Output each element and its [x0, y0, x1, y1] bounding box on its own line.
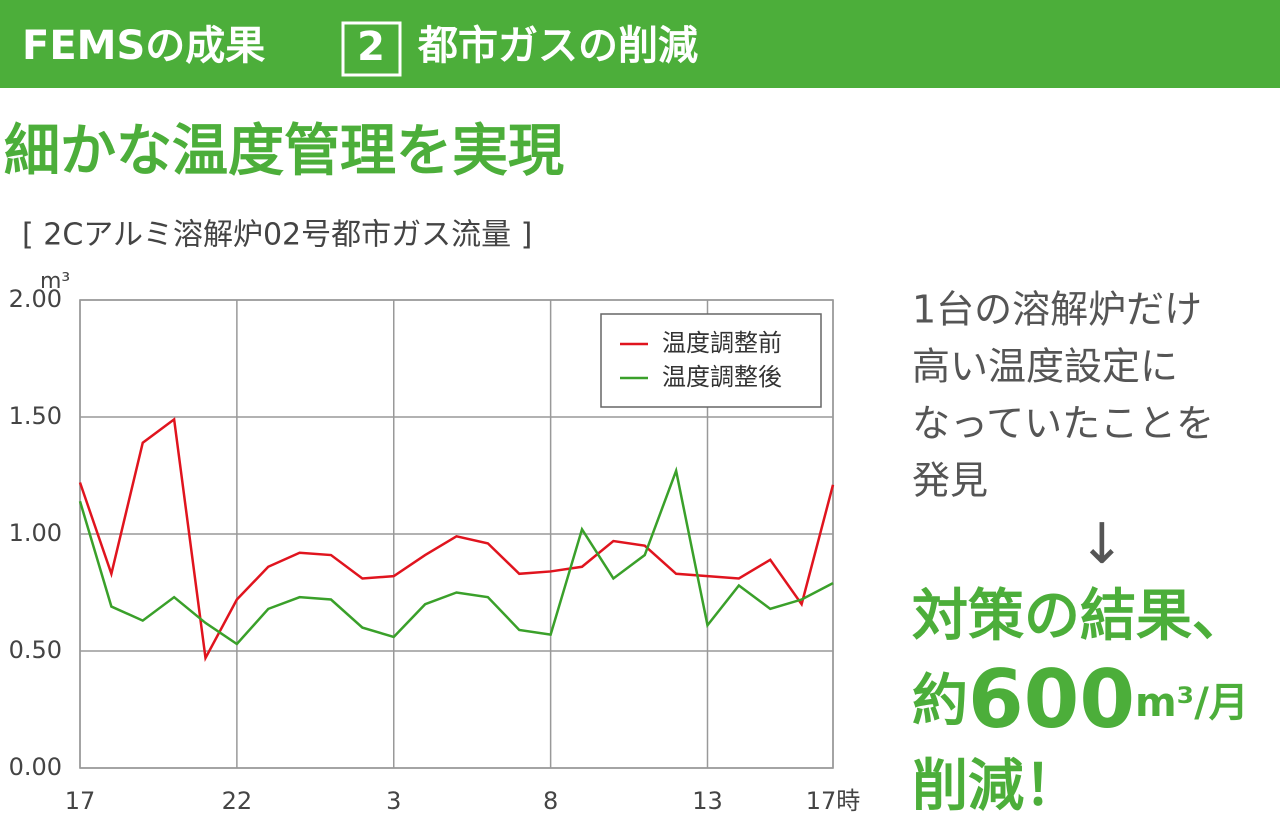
header-topic: 都市ガスの削減 [417, 23, 698, 69]
legend-box [600, 313, 822, 408]
result-line3: 削減！ [912, 754, 1080, 819]
result-line1: 対策の結果、 [912, 584, 1248, 649]
y-tick-label: 1.50 [9, 402, 62, 430]
header-prefix: FEMSの成果 [22, 23, 265, 69]
x-tick-label: 17 [65, 787, 96, 815]
x-tick-label: 3 [386, 787, 401, 815]
y-tick-label: 1.00 [9, 519, 62, 547]
header-number: 2 [357, 24, 385, 70]
result-prefix: 約 [912, 669, 968, 734]
result-line2: 約600m³/月 [912, 653, 1249, 746]
finding-line: 発見 [912, 459, 988, 503]
headline: 細かな温度管理を実現 [4, 119, 564, 184]
legend-label: 温度調整前 [662, 329, 782, 357]
x-tick-label: 17時 [806, 787, 861, 815]
arrow: ↓ [1079, 512, 1126, 577]
series-line [78, 417, 835, 663]
y-tick-label: 0.50 [9, 636, 62, 664]
x-tick-label: 13 [692, 787, 723, 815]
x-tick-label: 22 [222, 787, 253, 815]
y-tick-label: 0.00 [9, 753, 62, 781]
header-bar [0, 0, 1280, 88]
finding-line: 1台の溶解炉だけ [912, 288, 1202, 332]
finding-line: なっていたことを [912, 402, 1214, 446]
chart-subtitle: [ 2Cアルミ溶解炉02号都市ガス流量 ] [22, 218, 532, 253]
number-box [341, 21, 402, 77]
y-tick-label: 2.00 [9, 285, 62, 313]
series-line [78, 466, 834, 646]
x-tick-label: 8 [543, 787, 558, 815]
finding-line: 高い温度設定に [912, 345, 1178, 389]
y-unit: m³ [40, 269, 70, 294]
result-unit: m³/月 [1135, 680, 1249, 726]
result-amount: 600 [968, 653, 1135, 746]
legend-label: 温度調整後 [662, 363, 782, 391]
